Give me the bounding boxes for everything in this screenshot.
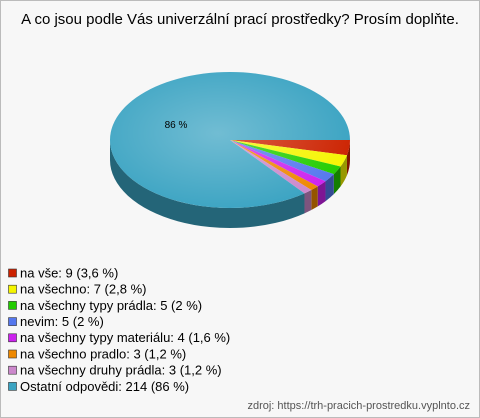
legend-label: na všechny druhy prádla: 3 (1,2 %) [20, 363, 222, 378]
legend-swatch [8, 268, 17, 278]
legend-label: na vše: 9 (3,6 %) [20, 265, 118, 280]
legend-label: na všechny typy prádla: 5 (2 %) [20, 298, 202, 313]
legend-label: na všechno pradlo: 3 (1,2 %) [20, 346, 186, 361]
legend-label: na všechny typy materiálu: 4 (1,6 %) [20, 330, 230, 345]
slice-side [311, 186, 318, 210]
legend-swatch [8, 365, 17, 375]
legend-label: Ostatní odpovědi: 214 (86 %) [20, 379, 189, 394]
legend-label: nevim: 5 (2 %) [20, 314, 104, 329]
data-label: 86 % [165, 120, 188, 131]
legend-swatch [8, 333, 17, 343]
legend-swatch [8, 317, 17, 326]
legend-label: na všechno: 7 (2,8 %) [20, 282, 146, 297]
legend-swatch [8, 349, 17, 359]
legend-swatch [8, 284, 17, 294]
chart-title: A co jsou podle Vás univerzální prací pr… [21, 11, 459, 28]
slice-side [304, 189, 312, 214]
legend-swatch [8, 382, 17, 391]
source: zdroj: https://trh-pracich-prostredku.vy… [247, 400, 470, 412]
legend-swatch [8, 301, 17, 310]
